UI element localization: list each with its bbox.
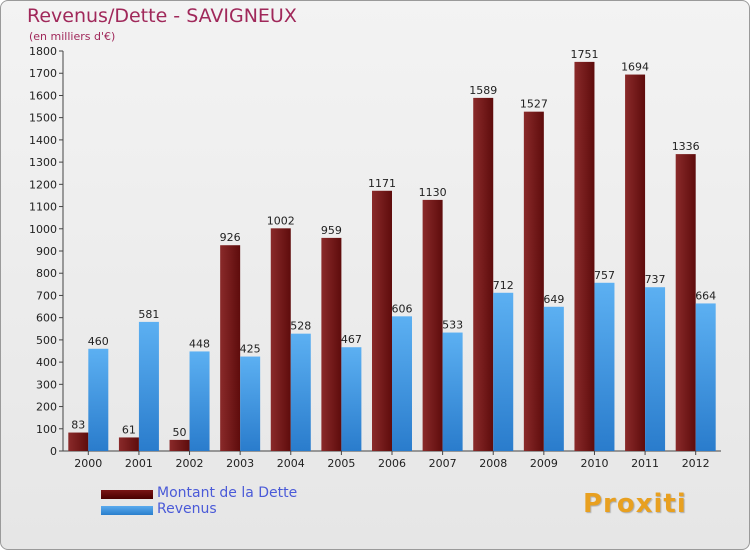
data-label-revenue: 606: [392, 302, 413, 315]
y-tick-label: 1400: [29, 134, 57, 147]
data-label-revenue: 528: [290, 320, 311, 333]
data-label-revenue: 712: [493, 279, 514, 292]
y-tick-label: 700: [36, 289, 57, 302]
y-tick-label: 100: [36, 423, 57, 436]
chart-title: Revenus/Dette - SAVIGNEUX: [27, 5, 297, 27]
y-tick-label: 200: [36, 401, 57, 414]
bar-revenue: [341, 347, 362, 451]
bar-revenue: [88, 348, 109, 451]
data-label-revenue: 448: [189, 337, 210, 350]
x-tick-label: 2007: [429, 457, 457, 470]
data-label-revenue: 737: [645, 273, 666, 286]
legend-swatch-debt: [101, 490, 153, 499]
legend-swatch-revenue: [101, 506, 153, 515]
y-tick-label: 400: [36, 356, 57, 369]
y-tick-label: 1200: [29, 178, 57, 191]
bar-revenue: [189, 351, 210, 451]
bar-revenue: [392, 316, 412, 451]
bar-revenue: [543, 306, 564, 451]
bar-revenue: [240, 356, 261, 451]
x-tick-label: 2009: [530, 457, 558, 470]
bar-revenue: [290, 333, 311, 451]
bar-debt: [220, 245, 241, 451]
data-label-debt: 83: [71, 419, 85, 432]
data-label-debt: 1002: [267, 214, 295, 227]
y-tick-label: 800: [36, 267, 57, 280]
bar-revenue: [645, 287, 666, 451]
data-label-debt: 61: [122, 423, 136, 436]
chart-subtitle: (en milliers d'€): [29, 30, 116, 43]
brand-logo: Proxiti: [583, 489, 687, 519]
data-label-debt: 959: [321, 224, 342, 237]
chart-labels: 83 460 61 581 50 448 926 425 1002 528 959 467 1171 60…: [71, 48, 716, 439]
x-tick-label: 2002: [176, 457, 204, 470]
data-label-debt: 926: [220, 231, 241, 244]
x-tick-label: 2001: [125, 457, 153, 470]
y-tick-label: 1300: [29, 156, 57, 169]
x-tick-label: 2008: [479, 457, 507, 470]
data-label-revenue: 649: [543, 293, 564, 306]
data-label-revenue: 533: [442, 319, 463, 332]
x-tick-label: 2012: [682, 457, 710, 470]
y-tick-label: 1000: [29, 223, 57, 236]
bar-debt: [270, 228, 291, 451]
data-label-debt: 1130: [419, 186, 447, 199]
bar-revenue: [442, 332, 463, 451]
data-label-revenue: 664: [695, 289, 716, 302]
y-tick-label: 0: [50, 445, 57, 458]
data-label-debt: 1527: [520, 98, 548, 111]
data-label-debt: 1336: [672, 140, 700, 153]
data-label-debt: 50: [173, 426, 187, 439]
bar-debt: [118, 437, 139, 451]
data-label-revenue: 425: [240, 343, 261, 356]
data-label-debt: 1589: [469, 84, 497, 97]
data-label-debt: 1171: [368, 177, 396, 190]
data-label-revenue: 460: [88, 335, 109, 348]
bar-revenue: [493, 292, 514, 451]
data-label-revenue: 467: [341, 333, 362, 346]
bar-debt: [169, 439, 190, 451]
x-tick-label: 2005: [327, 457, 355, 470]
y-tick-label: 1100: [29, 201, 57, 214]
bar-debt: [675, 154, 696, 451]
data-label-debt: 1694: [621, 61, 649, 74]
bar-debt: [372, 190, 392, 451]
bar-debt: [422, 199, 443, 451]
data-label-revenue: 757: [594, 269, 615, 282]
x-tick-label: 2010: [580, 457, 608, 470]
y-tick-label: 600: [36, 312, 57, 325]
bar-debt: [625, 74, 646, 452]
x-tick-label: 2000: [74, 457, 102, 470]
data-label-revenue: 581: [138, 308, 159, 321]
y-tick-label: 1700: [29, 67, 57, 80]
bar-debt: [523, 111, 544, 452]
y-tick-label: 900: [36, 245, 57, 258]
y-tick-label: 1600: [29, 89, 57, 102]
y-tick-label: 1500: [29, 112, 57, 125]
x-tick-label: 2004: [277, 457, 305, 470]
y-tick-label: 500: [36, 334, 57, 347]
bar-debt: [473, 97, 494, 451]
bar-revenue: [138, 321, 159, 451]
y-tick-label: 1800: [29, 45, 57, 58]
bar-revenue: [594, 282, 615, 451]
x-tick-label: 2006: [378, 457, 406, 470]
chart-bars: [68, 61, 716, 452]
x-tick-label: 2003: [226, 457, 254, 470]
legend-label-revenue: Revenus: [157, 501, 217, 517]
bar-debt: [321, 237, 342, 451]
x-tick-label: 2011: [631, 457, 659, 470]
legend-label-debt: Montant de la Dette: [157, 485, 298, 501]
bar-revenue: [695, 303, 716, 451]
data-label-debt: 1751: [570, 48, 598, 61]
y-tick-label: 300: [36, 378, 57, 391]
bar-debt: [68, 432, 89, 451]
bar-debt: [574, 61, 595, 452]
